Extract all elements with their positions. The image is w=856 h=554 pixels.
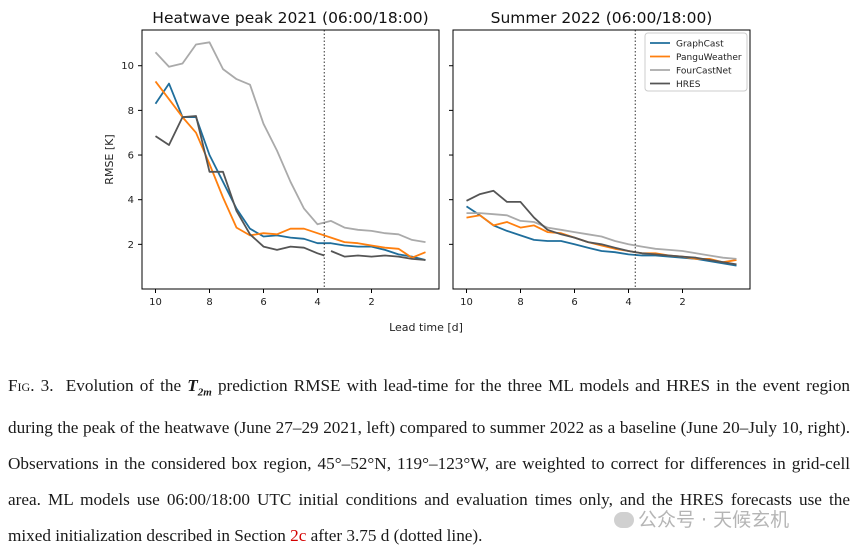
panel-2-line-fourcastnet bbox=[466, 212, 737, 260]
panel-1-line-panguweather bbox=[154, 80, 426, 259]
panel-1-title: Heatwave peak 2021 (06:00/18:00) bbox=[152, 9, 428, 27]
figure-caption: Fig. 3. Evolution of the T2m prediction … bbox=[8, 368, 850, 554]
panel-2-title: Summer 2022 (06:00/18:00) bbox=[491, 9, 713, 27]
caption-text-2: prediction RMSE with lead-time for the t… bbox=[8, 376, 851, 546]
panel-1-xtick-label-6: 6 bbox=[260, 297, 266, 308]
panel-1-xtick-label-8: 8 bbox=[206, 297, 212, 308]
panel-1-line-graphcast bbox=[154, 82, 426, 261]
panel-2-line-panguweather bbox=[466, 214, 737, 264]
panel-2-line-hres bbox=[466, 189, 737, 266]
panel-1-ytick-label-2: 2 bbox=[128, 240, 134, 251]
panel-2-xtick-label-4: 4 bbox=[625, 297, 631, 308]
caption-section-ref[interactable]: 2c bbox=[290, 526, 307, 546]
caption-variable: T2m bbox=[187, 376, 212, 399]
legend-label-fourcastnet: FourCastNet bbox=[676, 66, 732, 76]
panel-2-xtick-label-8: 8 bbox=[517, 297, 523, 308]
panel-1-ytick-label-6: 6 bbox=[128, 151, 134, 162]
figure: Heatwave peak 2021 (06:00/18:00) 10 8 6 4 2 2 4… bbox=[103, 9, 751, 334]
panel-1-ytick-label-8: 8 bbox=[128, 106, 134, 117]
panel-1-line-hres bbox=[155, 115, 426, 261]
panel-2-xtick-label-10: 10 bbox=[460, 297, 473, 308]
wechat-icon bbox=[614, 512, 634, 528]
panel-1-xtick-label-4: 4 bbox=[314, 297, 320, 308]
panel-1-ytick-label-10: 10 bbox=[121, 61, 134, 72]
caption-text-1: Evolution of the bbox=[65, 376, 182, 395]
caption-text-3: after 3.75 d (dotted line). bbox=[310, 526, 483, 546]
legend-label-hres: HRES bbox=[676, 80, 701, 90]
legend-label-panguweather: PanguWeather bbox=[676, 53, 742, 63]
panel-1-ytick-label-4: 4 bbox=[128, 195, 134, 206]
legend-box bbox=[644, 32, 748, 92]
watermark-text: 公众号 · 天候玄机 bbox=[638, 509, 790, 531]
panel-2-xtick-label-2: 2 bbox=[679, 297, 685, 308]
x-axis-label: Lead time [d] bbox=[389, 321, 463, 334]
caption-fig-label: Fig. 3. bbox=[8, 376, 54, 395]
panel-1-xtick-label-2: 2 bbox=[368, 297, 374, 308]
panel-1-xtick-label-10: 10 bbox=[149, 297, 162, 308]
panel-2-frame bbox=[452, 29, 751, 290]
y-axis-label: RMSE [K] bbox=[103, 134, 116, 184]
panel-1-line-fourcastnet bbox=[154, 41, 426, 243]
legend-label-graphcast: GraphCast bbox=[676, 39, 724, 49]
panel-1-frame bbox=[141, 29, 440, 290]
panel-2-xtick-label-6: 6 bbox=[571, 297, 577, 308]
watermark: 公众号 · 天候玄机 bbox=[614, 505, 789, 532]
